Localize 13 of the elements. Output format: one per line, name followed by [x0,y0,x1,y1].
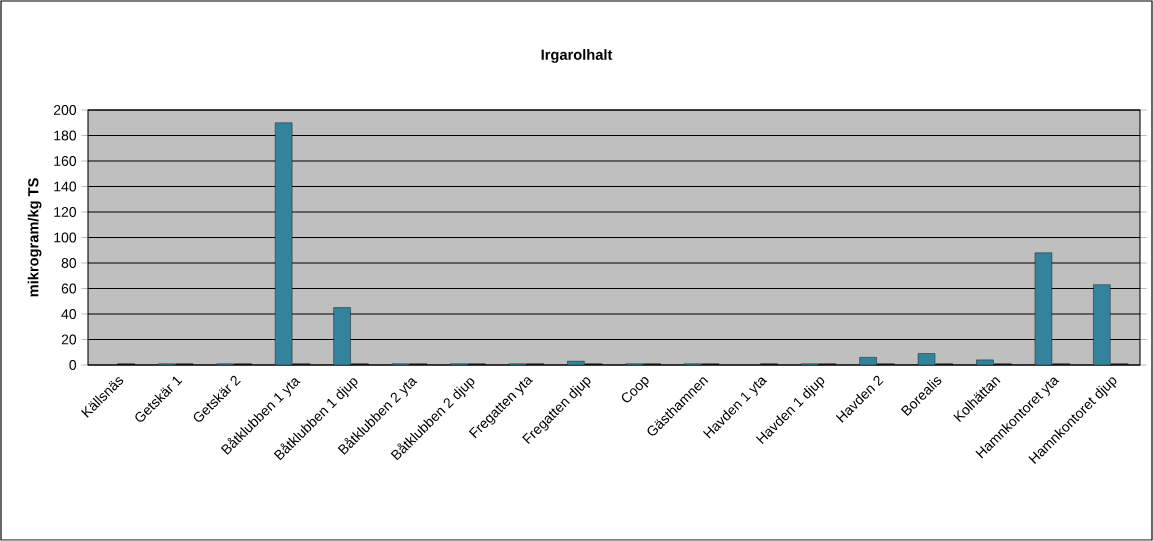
y-tick-label: 100 [54,232,77,243]
y-tick-label: 40 [61,309,77,319]
y-tick-label: 120 [54,207,77,217]
y-tick-label: 160 [54,156,77,166]
y-tick-label: 0 [69,360,77,370]
y-tick-label: 80 [61,258,77,268]
y-tick-label: 200 [53,105,77,115]
y-axis-title: mikrogram/kg TS [27,178,42,297]
y-tick-label: 180 [54,130,77,141]
y-tick-label: 140 [54,181,77,192]
y-tick-label: 20 [61,334,77,345]
y-tick-label: 60 [61,283,77,294]
chart-title: Irgarolhalt [541,49,613,63]
